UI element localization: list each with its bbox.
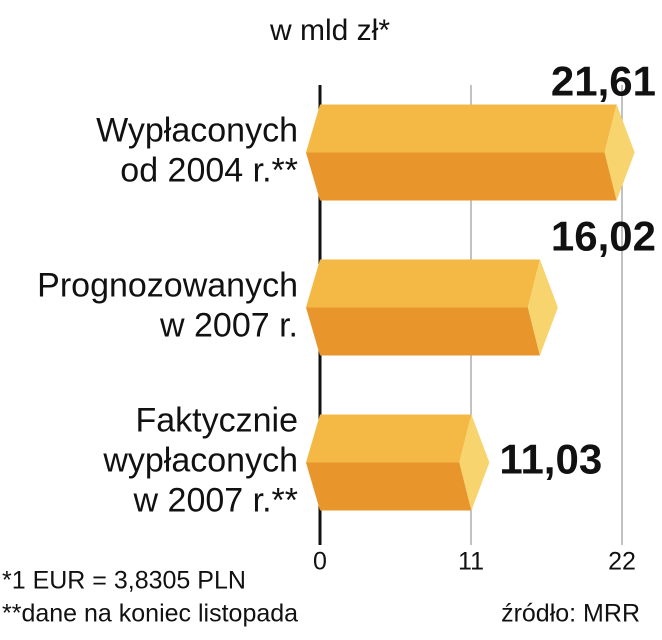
category-label: Wypłaconych	[96, 111, 298, 149]
bar-top	[306, 259, 540, 308]
x-tick-label: 11	[458, 548, 484, 576]
bar-top	[306, 414, 472, 463]
x-tick-label: 0	[313, 548, 327, 576]
footnote: *1 EUR = 3,8305 PLN	[2, 567, 246, 595]
category-label: Faktycznie	[136, 401, 299, 439]
footnote: **dane na koniec listopada	[2, 600, 298, 628]
category-label: od 2004 r.**	[120, 151, 298, 189]
source: źródło: MRR	[501, 600, 640, 628]
value-label: 11,03	[499, 436, 602, 483]
value-label: 16,02	[551, 213, 656, 260]
category-label: Prognozowanych	[37, 266, 298, 304]
bar-bottom	[306, 307, 540, 356]
bar-bottom	[306, 462, 472, 511]
bar-bottom	[306, 152, 617, 201]
bar-cap	[459, 414, 490, 511]
category-label: wypłaconych	[102, 441, 298, 479]
category-label: w 2007 r.**	[133, 481, 298, 519]
category-label: w 2007 r.	[159, 306, 298, 344]
x-tick-label: 22	[608, 548, 636, 576]
bar-cap	[604, 104, 635, 201]
bar-cap	[527, 259, 558, 356]
chart-title: w mld zł*	[269, 14, 390, 47]
bar-top	[306, 104, 617, 153]
value-label: 21,61	[551, 58, 656, 105]
